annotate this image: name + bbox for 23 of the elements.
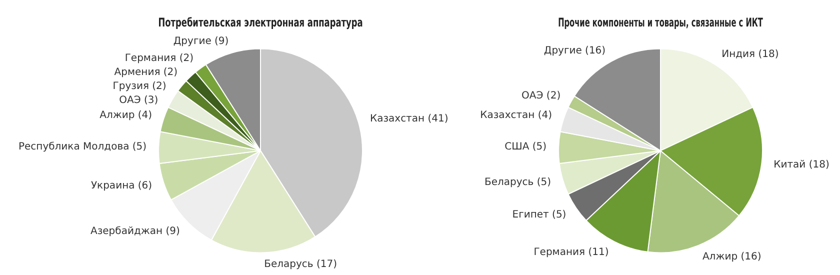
slice-label: Казахстан (4) [480,110,552,122]
slice-label: Армения (2) [114,67,178,78]
slice-label: Беларусь (5) [484,177,552,188]
slice-label: Китай (18) [774,160,830,171]
slice-label: Германия (11) [534,246,609,258]
slice-label: Германия (2) [124,53,194,64]
slice-label: Египет (5) [512,209,566,220]
slice-label: США (5) [504,142,547,153]
slice-label: Азербайджан (9) [90,226,180,237]
chart-title: Потребительская электронная аппаратура [158,16,363,30]
slice-label: Грузия (2) [112,81,166,92]
slice-label: Украина (6) [90,180,152,192]
chart-title: Прочие компоненты и товары, связанные с ИКТ [558,16,764,30]
slice-label: Другие (9) [173,36,229,47]
slice-label: Беларусь (17) [264,259,338,270]
slice-label: Республика Молдова (5) [18,142,147,153]
slice-label: ОАЭ (3) [119,95,158,106]
slice-label: Индия (18) [722,49,779,60]
slice-label: ОАЭ (2) [522,90,561,102]
slice-label: Алжир (16) [702,251,762,262]
slice-label: Другие (16) [544,45,606,56]
slice-label: Казахстан (41) [370,113,448,124]
slice-label: Алжир (4) [100,110,152,122]
